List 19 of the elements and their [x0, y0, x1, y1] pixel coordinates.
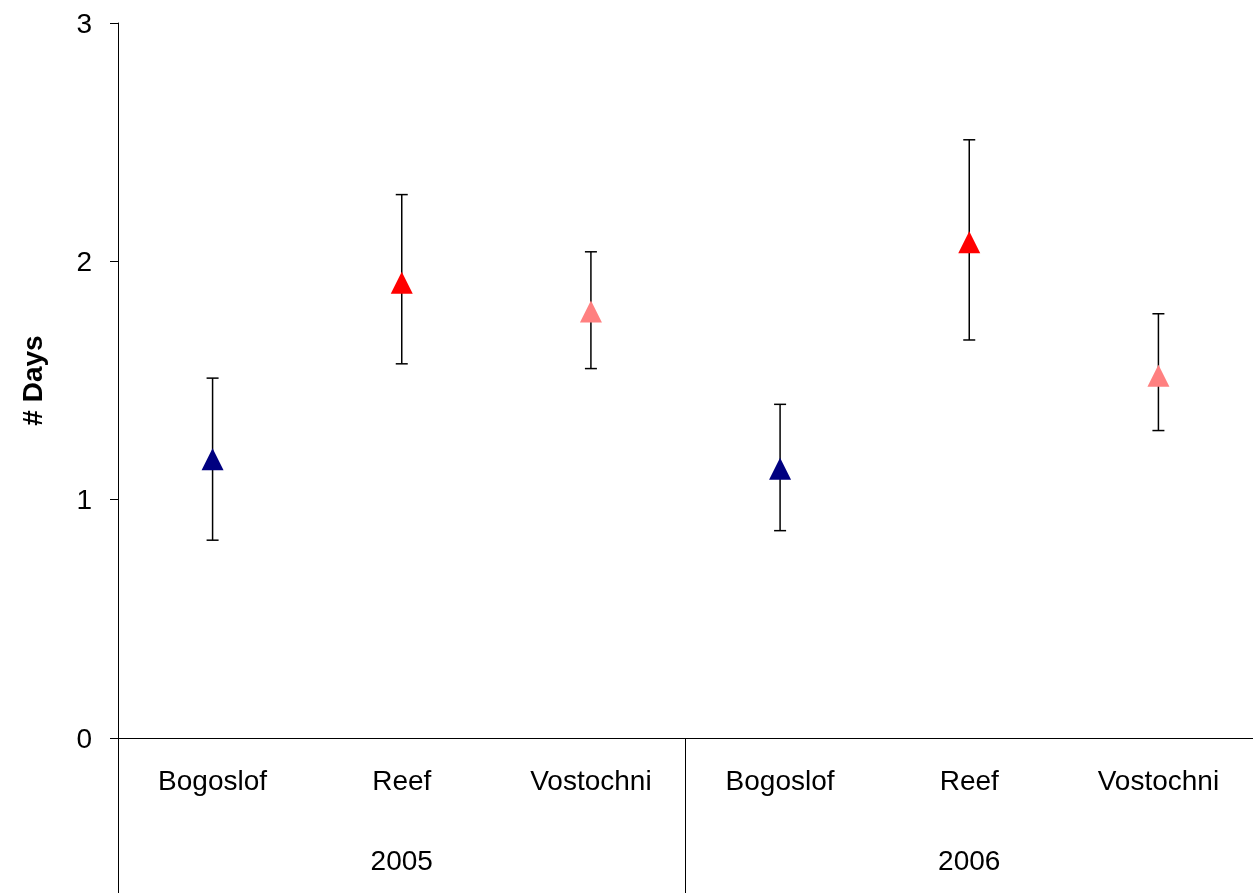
x-tick-label: Reef	[939, 764, 1000, 796]
x-tick-label: Bogoslof	[158, 764, 268, 796]
point	[201, 448, 224, 471]
y-tick-label: 2	[76, 245, 92, 277]
point	[958, 231, 981, 254]
y-axis-title: # Days	[16, 335, 48, 426]
y-tick-label: 1	[76, 484, 92, 516]
point	[1147, 364, 1170, 387]
point	[579, 300, 602, 323]
x-tick-label: Bogoslof	[725, 764, 835, 796]
x-tick-label: Reef	[372, 764, 432, 796]
point	[390, 271, 413, 294]
text: 2006	[938, 844, 1001, 876]
point	[769, 457, 792, 480]
x-tick-label: Vostochni	[1097, 764, 1220, 796]
text: 2005	[370, 844, 433, 876]
x-tick-label: Vostochni	[530, 764, 652, 796]
y-tick-label: 3	[76, 7, 92, 39]
y-tick-label: 0	[76, 722, 92, 754]
